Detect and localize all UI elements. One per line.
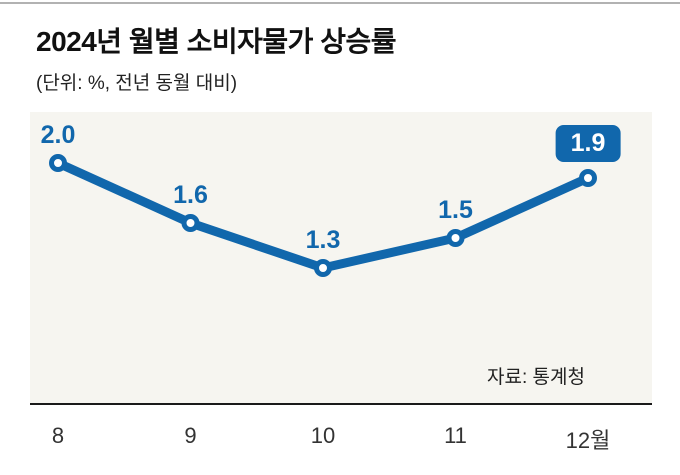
x-axis-label-10: 10 [310, 423, 336, 448]
value-label: 1.3 [305, 226, 341, 254]
x-axis: 8 9 10 11 12월 [0, 405, 680, 475]
chart-title: 2024년 월별 소비자물가 상승률 [36, 26, 397, 57]
x-axis-label-9: 9 [184, 423, 197, 448]
value-label: 1.6 [173, 181, 208, 209]
source-label: 자료: 통계청 [487, 367, 585, 388]
top-divider [0, 2, 680, 4]
x-axis-label-12월: 12월 [565, 428, 611, 453]
x-axis-line [30, 403, 652, 405]
highlight-value-badge: 1.9 [555, 125, 621, 162]
value-label: 2.0 [40, 121, 76, 149]
chart-unit-note: (단위: %, 전년 동월 대비) [36, 73, 238, 94]
x-axis-label-11: 11 [444, 423, 467, 448]
value-label: 1.5 [438, 196, 473, 224]
x-axis-label-8: 8 [51, 423, 65, 448]
